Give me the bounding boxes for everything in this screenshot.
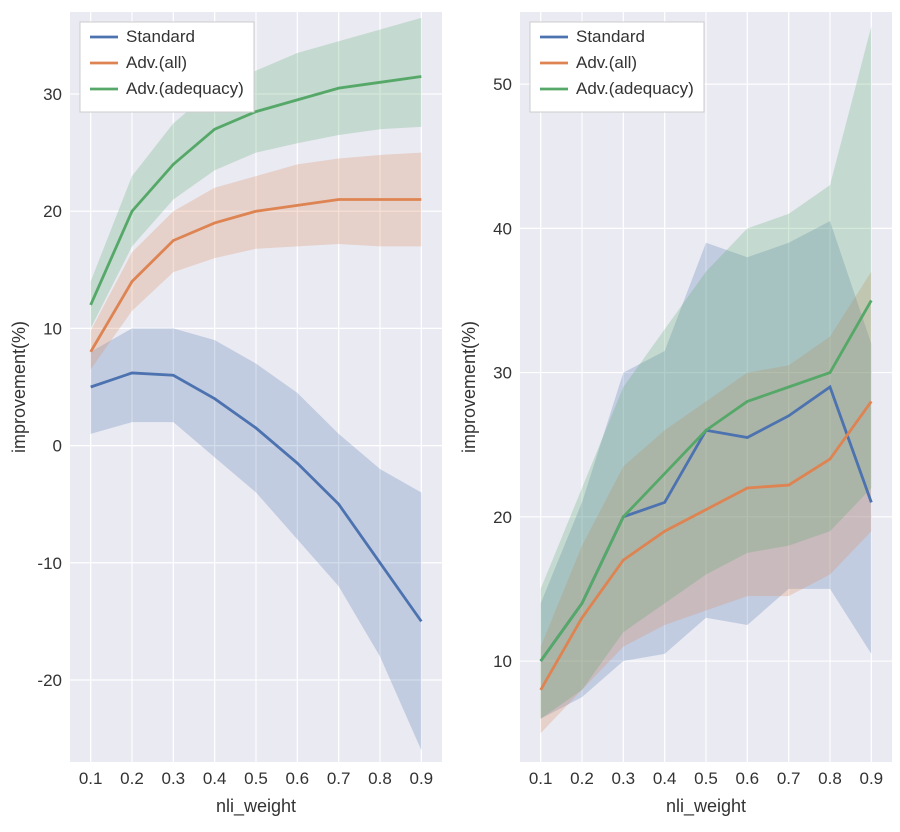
xtick-label: 0.4 [203,769,227,788]
xtick-label: 0.8 [368,769,392,788]
ytick-label: 20 [493,508,512,527]
xtick-label: 0.6 [286,769,310,788]
right-panel: 0.1 0.2 0.3 0.4 0.5 0.6 0.7 0.8 0.9 10 20 30 40 50 nli… [450,0,900,832]
ytick-label: 30 [493,364,512,383]
xtick-label: 0.9 [860,769,884,788]
xtick-label: 0.5 [244,769,268,788]
xtick-label: 0.8 [818,769,842,788]
legend-label: Adv.(adequacy) [576,79,694,98]
xtick-label: 0.9 [410,769,434,788]
xlabel: nli_weight [666,796,746,817]
xtick-label: 0.4 [653,769,677,788]
right-chart: 0.1 0.2 0.3 0.4 0.5 0.6 0.7 0.8 0.9 10 20 30 40 50 nli… [450,0,900,832]
ytick-label: 20 [43,202,62,221]
xtick-label: 0.7 [777,769,801,788]
xtick-label: 0.1 [79,769,103,788]
legend-label: Adv.(adequacy) [126,79,244,98]
ytick-label: -10 [37,554,62,573]
xtick-label: 0.7 [327,769,351,788]
left-panel: 0.1 0.2 0.3 0.4 0.5 0.6 0.7 0.8 0.9 -20 -10 0 10 20 30… [0,0,450,832]
ytick-label: 30 [43,85,62,104]
ytick-label: 10 [493,652,512,671]
xtick-label: 0.6 [736,769,760,788]
figure: 0.1 0.2 0.3 0.4 0.5 0.6 0.7 0.8 0.9 -20 -10 0 10 20 30… [0,0,900,832]
legend-label: Standard [576,27,645,46]
ytick-label: 0 [53,437,62,456]
xtick-label: 0.2 [570,769,594,788]
legend-label: Adv.(all) [126,53,187,72]
xtick-label: 0.5 [694,769,718,788]
ytick-label: -20 [37,671,62,690]
ylabel: improvement(%) [9,321,29,453]
left-chart: 0.1 0.2 0.3 0.4 0.5 0.6 0.7 0.8 0.9 -20 -10 0 10 20 30… [0,0,450,832]
xtick-label: 0.1 [529,769,553,788]
xtick-label: 0.3 [162,769,186,788]
ytick-label: 40 [493,219,512,238]
xtick-label: 0.3 [612,769,636,788]
legend-label: Adv.(all) [576,53,637,72]
xtick-label: 0.2 [120,769,144,788]
legend-label: Standard [126,27,195,46]
ytick-label: 10 [43,319,62,338]
xlabel: nli_weight [216,796,296,817]
ylabel: improvement(%) [459,321,479,453]
ytick-label: 50 [493,75,512,94]
